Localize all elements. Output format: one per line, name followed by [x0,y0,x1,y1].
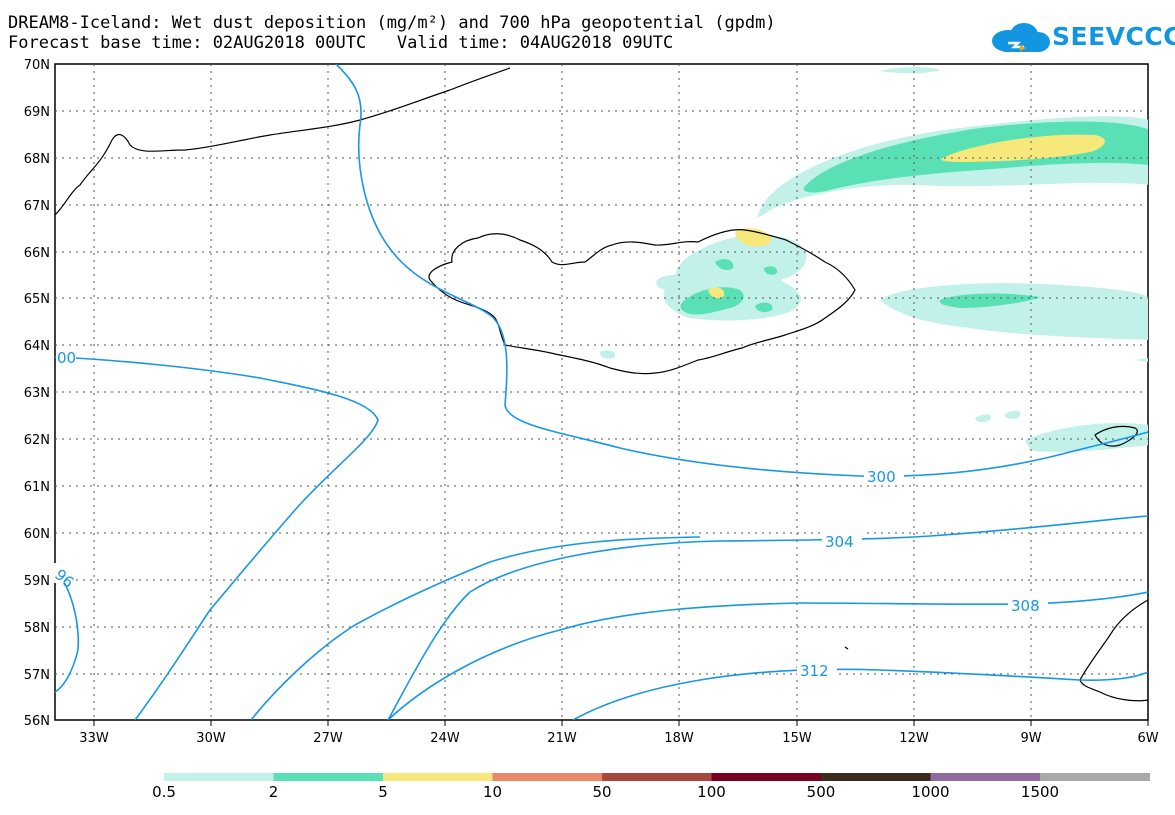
contour-line-296b [55,569,80,693]
lon-label: 9W [1020,731,1041,746]
axis-ticks [93,720,1149,726]
colorbar-label: 1500 [1020,783,1060,801]
colorbar-label: 0.5 [152,783,176,801]
colorbar-segment [711,773,822,781]
lat-label: 59N [24,574,50,589]
colorbar [164,773,1150,781]
lat-label: 60N [24,527,50,542]
lon-label: 27W [313,731,343,746]
contour-labels: 300 304 308 312 96 00 [51,348,1048,680]
coastlines [55,67,1148,702]
lon-label: 24W [430,731,460,746]
colorbar-segment [1040,773,1150,781]
lat-label: 67N [24,199,50,214]
lon-label: 18W [664,731,694,746]
colorbar-label: 5 [378,783,388,801]
contour-label-00: 00 [57,349,76,367]
lat-label: 68N [24,152,50,167]
lon-label: 21W [547,731,577,746]
lat-label: 69N [24,105,50,120]
lon-label: 33W [79,731,109,746]
lon-label: 30W [196,731,226,746]
lat-label: 57N [24,668,50,683]
colorbar-segment [383,773,493,781]
colorbar-segment [602,773,712,781]
colorbar-segment [492,773,603,781]
colorbar-label: 50 [592,783,612,801]
contour-line-304 [387,515,1148,720]
colorbar-segment [821,773,931,781]
dust-deposition-shading [600,67,1148,453]
lat-label: 58N [24,621,50,636]
lon-label: 12W [899,731,929,746]
colorbar-segment [273,773,384,781]
iceland-coast [428,229,856,375]
contour-line-308 [250,536,701,720]
longitude-labels: 33W 30W 27W 24W 21W 18W 15W 12W 9W 6W [79,731,1158,746]
logo-text: SEEVCCC [1052,22,1175,51]
lat-label: 66N [24,246,50,261]
contour-label-304: 304 [825,533,854,551]
cloud-icon [992,23,1050,52]
lat-label: 70N [24,58,50,73]
greenland-coast [55,67,511,216]
colorbar-segment [930,773,1041,781]
lat-label: 62N [24,433,50,448]
colorbar-label: 2 [268,783,279,801]
contour-label-312: 312 [800,662,829,680]
scotland-coast [1079,599,1148,702]
colorbar-label: 10 [482,783,503,801]
colorbar-label: 100 [697,783,726,801]
lat-label: 63N [24,386,50,401]
colorbar-label: 1000 [911,783,950,801]
lat-label: 65N [24,292,50,307]
lat-label: 64N [24,339,50,354]
contour-label-308: 308 [1011,597,1040,615]
latitude-labels: 70N 69N 68N 67N 66N 65N 64N 63N 62N 61N … [24,58,50,729]
lon-label: 6W [1137,731,1158,746]
contour-line-300 [335,64,1148,478]
lon-label: 15W [782,731,812,746]
lat-label: 61N [24,480,50,495]
contour-label-300: 300 [867,468,896,486]
seevccc-logo [992,23,1050,52]
contour-line-296 [55,356,379,720]
map-title: DREAM8-Iceland: Wet dust deposition (mg/… [8,13,776,33]
map-subtitle: Forecast base time: 02AUG2018 00UTC Vali… [8,33,674,53]
lat-label: 56N [24,714,50,729]
contour-line-312 [572,668,1148,720]
colorbar-segment [164,773,274,781]
colorbar-label: 500 [806,783,836,801]
